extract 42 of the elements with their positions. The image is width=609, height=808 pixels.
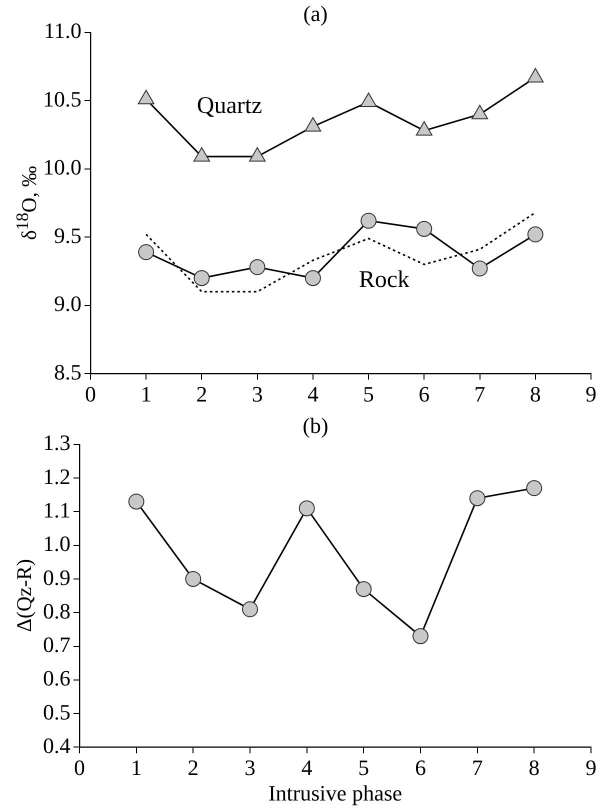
chart-title: (a): [303, 0, 328, 26]
y-tick-label: 0.6: [43, 666, 70, 691]
x-tick-label: 8: [528, 755, 540, 780]
y-tick-label: 9.5: [54, 222, 82, 248]
y-tick-label: 1.1: [43, 497, 70, 522]
x-tick-label: 6: [418, 382, 430, 407]
series-label: Quartz: [196, 92, 262, 119]
x-tick-label: 3: [244, 755, 256, 780]
x-tick-label: 4: [301, 755, 312, 780]
y-tick-label: 0.7: [43, 632, 70, 658]
x-tick-label: 5: [363, 382, 374, 407]
y-tick-label: 1.0: [43, 531, 70, 556]
x-tick-label: 0: [74, 755, 85, 780]
x-tick-label: 9: [586, 382, 596, 407]
series-label: Rock: [358, 267, 410, 294]
y-tick-label: 0.5: [43, 699, 70, 724]
y-tick-label: 10.5: [43, 86, 82, 112]
x-tick-label: 4: [307, 382, 318, 407]
y-tick-label: 11.0: [44, 18, 82, 44]
x-tick-label: 6: [415, 755, 426, 780]
y-tick-label: 8.5: [54, 359, 82, 384]
y-tick-label: 10.0: [43, 154, 82, 180]
y-axis-title: Δ(Qz-R): [12, 559, 37, 632]
x-tick-label: 7: [474, 382, 486, 407]
x-tick-label: 1: [130, 755, 142, 780]
x-tick-label: 7: [472, 755, 483, 780]
y-tick-label: 9.0: [54, 291, 82, 316]
x-tick-label: 1: [140, 382, 152, 407]
y-tick-label: 1.3: [43, 430, 70, 456]
y-tick-label: 0.9: [43, 564, 70, 590]
y-tick-label: 0.8: [43, 598, 70, 624]
x-axis-title: Intrusive phase: [268, 780, 402, 806]
x-tick-label: 2: [188, 755, 199, 780]
x-tick-label: 2: [196, 382, 208, 407]
y-tick-label: 1.2: [43, 464, 70, 489]
chart-title: (b): [302, 412, 328, 438]
x-tick-label: 9: [586, 755, 596, 780]
y-tick-label: 0.4: [43, 732, 70, 758]
x-tick-label: 5: [358, 755, 370, 780]
x-tick-label: 0: [85, 382, 96, 407]
x-tick-label: 8: [530, 382, 541, 407]
x-tick-label: 3: [252, 382, 263, 407]
